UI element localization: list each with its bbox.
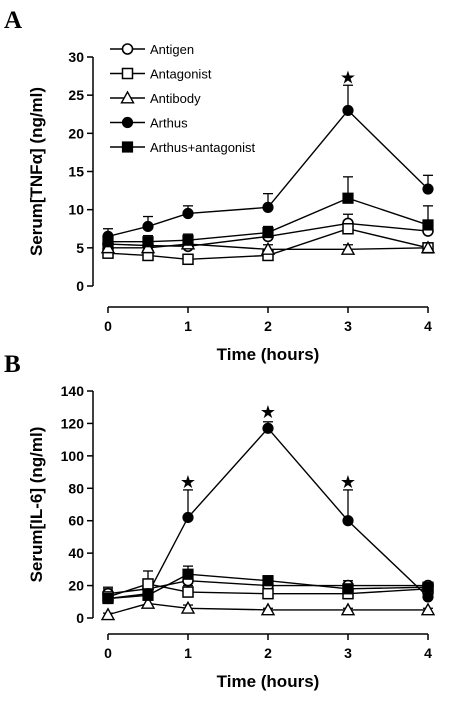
- data-point-antibody: [340, 241, 356, 255]
- y-tick-label: 140: [61, 383, 85, 399]
- y-tick-label: 40: [68, 545, 84, 561]
- series-line-antigen: [107, 222, 429, 248]
- x-tick-label: 0: [104, 645, 112, 661]
- series-line-arthus-antagonist: [108, 197, 429, 243]
- y-tick-label: 60: [68, 513, 84, 529]
- legend-label-antagonist: Antagonist: [150, 67, 212, 82]
- data-point-arthus-antagonist: [342, 583, 354, 595]
- y-tick-label: 10: [68, 202, 84, 218]
- series-line-antagonist: [107, 583, 429, 598]
- y-axis-label: Serum[TNFα] (ng/ml): [27, 87, 46, 256]
- panel-b-letter: B: [4, 351, 21, 378]
- x-tick-label: 2: [264, 645, 272, 661]
- y-tick-label: 30: [68, 49, 84, 65]
- series-line-arthus: [107, 427, 429, 600]
- legend-marker-antibody: [120, 90, 135, 104]
- legend-label-arthus: Arthus: [150, 116, 188, 131]
- y-tick-label: 120: [61, 415, 85, 431]
- legend-marker-antagonist: [121, 67, 134, 80]
- significance-star: ★: [340, 68, 356, 89]
- data-point-antagonist: [262, 587, 274, 600]
- legend-label-antigen: Antigen: [150, 42, 194, 57]
- y-tick-label: 15: [68, 164, 84, 180]
- x-tick-label: 4: [424, 645, 432, 661]
- data-point-antagonist: [182, 253, 194, 266]
- series-line-antibody: [108, 243, 429, 251]
- y-tick-label: 80: [68, 480, 84, 496]
- data-point-antibody: [260, 602, 276, 616]
- data-point-antibody: [420, 602, 436, 616]
- series-line-arthus-antagonist: [107, 573, 429, 600]
- data-point-arthus: [422, 183, 434, 195]
- data-point-antibody: [260, 241, 276, 255]
- data-point-arthus: [182, 207, 194, 220]
- data-point-antagonist: [182, 586, 194, 598]
- x-tick-label: 1: [184, 318, 192, 334]
- y-tick-label: 0: [76, 610, 84, 626]
- x-tick-label: 1: [184, 645, 192, 661]
- x-tick-label: 2: [264, 318, 272, 334]
- y-tick-label: 0: [76, 278, 84, 294]
- y-tick-label: 20: [68, 125, 84, 141]
- data-point-arthus-antagonist: [422, 581, 434, 593]
- data-point-arthus: [142, 220, 154, 233]
- x-tick-label: 3: [344, 645, 352, 661]
- data-point-arthus-antagonist: [102, 236, 114, 248]
- y-tick-label: 20: [68, 578, 84, 594]
- data-point-antibody: [140, 595, 156, 609]
- panel-b-chart: 0 20 40 60 80 100 120 140 0 1 2 3 4 Time (hours) Serum…: [27, 383, 436, 691]
- data-point-antagonist: [342, 223, 354, 235]
- series-line-arthus: [107, 109, 429, 238]
- y-tick-label: 25: [68, 87, 84, 103]
- data-point-antibody: [420, 240, 436, 254]
- data-point-arthus-antagonist: [142, 236, 154, 248]
- x-tick-label: 4: [424, 318, 432, 334]
- x-tick-label: 3: [344, 318, 352, 334]
- data-point-arthus: [342, 515, 354, 527]
- data-point-antibody: [180, 600, 196, 614]
- data-point-arthus-antagonist: [422, 219, 434, 231]
- legend-label-arthus-antagonist: Arthus+antagonist: [150, 140, 256, 155]
- data-point-antibody: [340, 602, 356, 616]
- x-tick-label: 0: [104, 318, 112, 334]
- data-point-arthus-antagonist: [262, 575, 274, 587]
- series-line-antibody: [107, 602, 428, 616]
- data-point-arthus-antagonist: [262, 226, 274, 239]
- significance-star: ★: [180, 472, 196, 493]
- data-point-arthus-antagonist: [102, 592, 114, 605]
- y-axis-label: Serum[IL-6] (ng/ml): [27, 427, 46, 583]
- panel-a-letter: A: [4, 7, 22, 34]
- legend-marker-antigen: [121, 43, 134, 55]
- data-point-arthus-antagonist: [342, 192, 354, 204]
- y-tick-label: 5: [76, 240, 84, 256]
- x-axis-label: Time (hours): [217, 672, 320, 691]
- data-point-arthus-antagonist: [182, 568, 194, 580]
- data-point-arthus-antagonist: [142, 589, 154, 601]
- data-point-arthus: [182, 511, 194, 524]
- data-point-arthus: [342, 104, 354, 117]
- data-point-arthus: [422, 591, 434, 603]
- significance-star: ★: [340, 472, 356, 493]
- legend-marker-arthus-antagonist: [121, 141, 134, 153]
- legend-label-antibody: Antibody: [150, 91, 201, 106]
- series-line-antagonist: [107, 228, 429, 260]
- series-line-antigen: [107, 580, 428, 595]
- panel-a-chart: 0 5 10 15 20 25 30 0 1 2 3 4 Time (hours) Serum[TNFα]…: [27, 42, 436, 364]
- significance-star: ★: [260, 402, 276, 423]
- data-point-antibody: [100, 607, 116, 621]
- data-point-antagonist: [142, 578, 154, 590]
- data-point-arthus: [262, 201, 274, 213]
- y-tick-label: 100: [61, 448, 85, 464]
- data-point-arthus: [262, 422, 274, 434]
- legend-marker-arthus: [121, 116, 134, 129]
- x-axis-label: Time (hours): [217, 345, 320, 364]
- data-point-arthus-antagonist: [182, 234, 194, 246]
